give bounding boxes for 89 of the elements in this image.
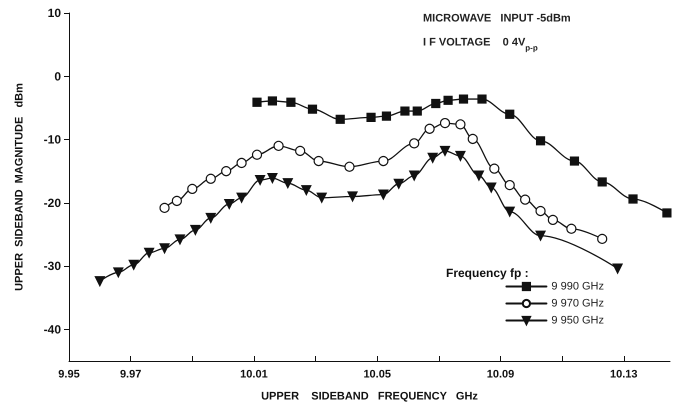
point <box>221 166 232 176</box>
point <box>428 152 438 163</box>
point <box>548 214 558 225</box>
point <box>409 170 420 181</box>
point <box>128 260 139 270</box>
point <box>535 230 546 241</box>
y-axis-title: UPPER SIDEBAND MAGNITUDE dBm <box>14 82 26 291</box>
point <box>113 267 124 278</box>
point <box>172 196 182 206</box>
x-tick-label: 10.05 <box>363 368 391 380</box>
point <box>628 194 638 204</box>
point <box>236 158 247 168</box>
point <box>382 112 392 121</box>
x-tick-label: 10.09 <box>486 368 514 380</box>
point <box>440 146 450 156</box>
point <box>468 134 478 144</box>
point <box>254 174 266 186</box>
point <box>273 140 284 151</box>
legend-title: Frequency fp : <box>446 266 529 280</box>
point <box>236 192 247 203</box>
point <box>282 178 293 188</box>
point <box>190 224 200 236</box>
point <box>536 136 546 146</box>
point <box>344 162 355 172</box>
legend-label: 9 990 GHz <box>551 280 604 292</box>
point <box>477 94 487 104</box>
x-tick-label: 10.13 <box>610 368 638 380</box>
x-axis-title: UPPER SIDEBAND FREQUENCY GHz <box>261 390 478 402</box>
point <box>366 112 376 122</box>
point <box>224 198 234 210</box>
point <box>206 174 216 184</box>
point <box>504 180 515 190</box>
point <box>295 146 306 156</box>
point <box>378 156 388 166</box>
point <box>412 106 422 116</box>
point <box>535 206 546 216</box>
point <box>440 118 450 128</box>
legend-label: 9 950 GHz <box>551 314 604 326</box>
point <box>424 124 435 134</box>
point <box>455 150 466 162</box>
x-tick-label: 9.97 <box>120 368 142 380</box>
point <box>159 243 170 254</box>
point <box>301 185 312 196</box>
point <box>504 206 515 217</box>
point <box>336 114 345 124</box>
point <box>570 156 580 166</box>
point <box>144 248 154 258</box>
y-tick-label: -20 <box>44 196 62 210</box>
x-tick-label: 10.01 <box>240 368 268 380</box>
y-tick-label: -30 <box>44 259 62 274</box>
y-tick-label: -10 <box>44 132 62 147</box>
point <box>308 104 318 114</box>
point <box>474 170 484 181</box>
point <box>598 177 607 187</box>
point <box>431 98 440 108</box>
y-tick-label: 0 <box>54 69 62 84</box>
point <box>252 150 262 160</box>
point <box>174 234 186 245</box>
point <box>206 212 216 224</box>
point <box>314 156 324 166</box>
x-tick-label: 9.95 <box>58 368 80 380</box>
point <box>566 224 576 234</box>
point <box>378 189 388 200</box>
point <box>489 164 500 174</box>
point <box>458 94 468 104</box>
point <box>455 119 466 130</box>
point <box>486 182 496 193</box>
legend-label: 9 970 GHz <box>551 298 604 310</box>
point <box>252 98 262 107</box>
point <box>94 276 105 286</box>
annotation: MICROWAVE INPUT -5dBm <box>423 12 571 24</box>
point <box>286 98 296 107</box>
point <box>268 96 278 106</box>
point <box>394 178 404 189</box>
point <box>409 138 420 148</box>
point <box>187 184 198 194</box>
point <box>612 264 623 274</box>
point <box>267 173 278 184</box>
point <box>662 208 672 218</box>
point <box>520 194 530 205</box>
point <box>443 96 453 105</box>
y-tick-label: -40 <box>44 322 62 336</box>
point <box>316 192 327 203</box>
point <box>400 106 410 116</box>
point <box>347 191 358 202</box>
y-tick-label: 10 <box>48 6 62 20</box>
point <box>159 202 170 213</box>
point <box>597 234 608 244</box>
point <box>505 110 514 119</box>
